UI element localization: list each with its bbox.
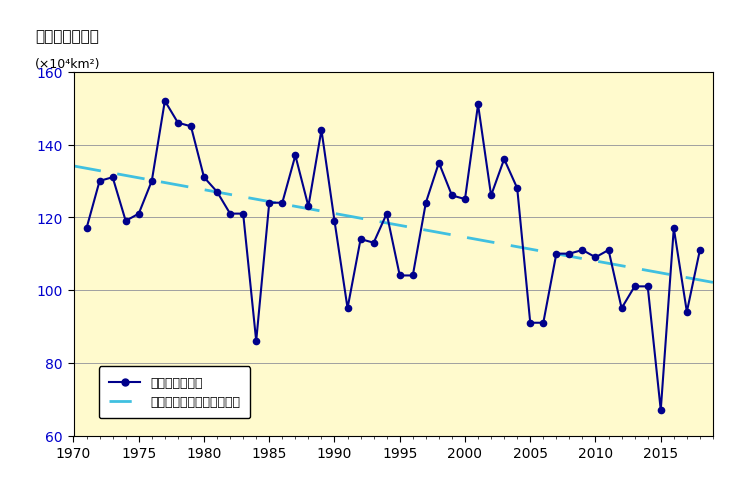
Text: (×10⁴km²): (×10⁴km²): [35, 58, 101, 71]
Text: 最大海氷域面積: 最大海氷域面積: [35, 29, 99, 44]
Legend: 最大海氷域面積, 最大海氷域面積の変化傾向: 最大海氷域面積, 最大海氷域面積の変化傾向: [99, 366, 250, 419]
